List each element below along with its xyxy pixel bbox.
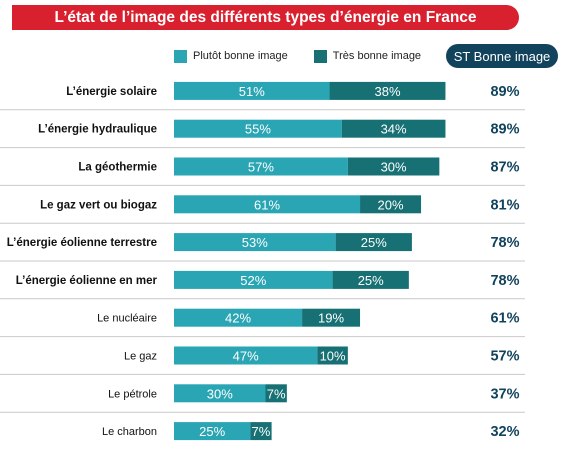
category-label: Le charbon	[102, 426, 157, 438]
category-label: L’énergie éolienne terrestre	[7, 237, 157, 249]
total-label: 78%	[490, 273, 519, 289]
legend: Plutôt bonne image Très bonne image	[174, 46, 447, 66]
data-label-tres: 20%	[378, 197, 404, 212]
data-label-plutot: 51%	[239, 84, 265, 99]
legend-item-tres: Très bonne image	[313, 49, 422, 63]
bar-plutot	[174, 157, 348, 176]
data-label-plutot: 61%	[254, 197, 280, 212]
legend-label-tres: Très bonne image	[332, 50, 422, 62]
data-label-tres: 25%	[358, 273, 384, 288]
bar-plutot	[174, 270, 333, 289]
bar-plutot	[174, 346, 318, 365]
total-label: 89%	[490, 84, 519, 100]
data-label-tres: 38%	[374, 84, 400, 99]
bar-plutot	[174, 233, 336, 252]
bar-tres	[250, 422, 272, 441]
legend-swatch-plutot	[174, 49, 187, 63]
bar-tres	[332, 270, 409, 289]
data-label-tres: 7%	[267, 386, 286, 401]
total-label: 32%	[490, 424, 519, 440]
bar-tres	[335, 233, 412, 252]
category-label: Le gaz	[124, 351, 157, 363]
bar-tres	[302, 308, 361, 327]
bar-plutot	[174, 195, 361, 214]
data-label-tres: 7%	[252, 424, 271, 439]
chart-title: L’état de l’image des différents types d…	[12, 5, 519, 30]
category-label: L’énergie éolienne en mer	[16, 275, 158, 287]
bar-tres	[341, 119, 446, 138]
data-label-tres: 25%	[361, 235, 387, 250]
total-label: 89%	[490, 122, 519, 138]
data-label-plutot: 53%	[242, 235, 268, 250]
total-label: 57%	[490, 349, 519, 365]
bar-tres	[329, 81, 446, 100]
category-label: Le pétrole	[108, 388, 157, 400]
bar-plutot	[174, 81, 330, 100]
bar-tres	[317, 346, 348, 365]
bar-tres	[347, 157, 440, 176]
category-label: L’énergie solaire	[66, 86, 157, 98]
legend-label-plutot: Plutôt bonne image	[193, 50, 288, 62]
category-label: La géothermie	[78, 162, 157, 174]
data-label-plutot: 52%	[240, 273, 266, 288]
category-label: Le nucléaire	[97, 313, 157, 325]
st-header-badge: ST Bonne image	[446, 44, 558, 68]
legend-item-plutot: Plutôt bonne image	[174, 49, 288, 63]
total-label: 81%	[490, 197, 519, 213]
bar-plutot	[174, 308, 303, 327]
data-label-plutot: 55%	[245, 122, 271, 137]
total-label: 87%	[490, 160, 519, 176]
data-label-plutot: 57%	[248, 160, 274, 175]
total-label: 61%	[490, 311, 519, 327]
bar-plutot	[174, 422, 251, 441]
category-label: L’énergie hydraulique	[38, 124, 157, 136]
bar-plutot	[174, 119, 342, 138]
bar-tres	[360, 195, 422, 214]
total-label: 37%	[490, 386, 519, 402]
data-label-plutot: 25%	[199, 424, 225, 439]
data-label-plutot: 42%	[225, 311, 251, 326]
data-label-tres: 19%	[318, 311, 344, 326]
data-label-tres: 10%	[320, 349, 346, 364]
data-label-tres: 34%	[381, 122, 407, 137]
data-label-tres: 30%	[381, 160, 407, 175]
total-label: 78%	[490, 235, 519, 251]
category-label: Le gaz vert ou biogaz	[40, 199, 157, 211]
data-label-plutot: 30%	[207, 386, 233, 401]
bar-tres	[265, 384, 287, 403]
bar-plutot	[174, 384, 266, 403]
data-label-plutot: 47%	[233, 349, 259, 364]
legend-swatch-tres	[313, 49, 327, 63]
